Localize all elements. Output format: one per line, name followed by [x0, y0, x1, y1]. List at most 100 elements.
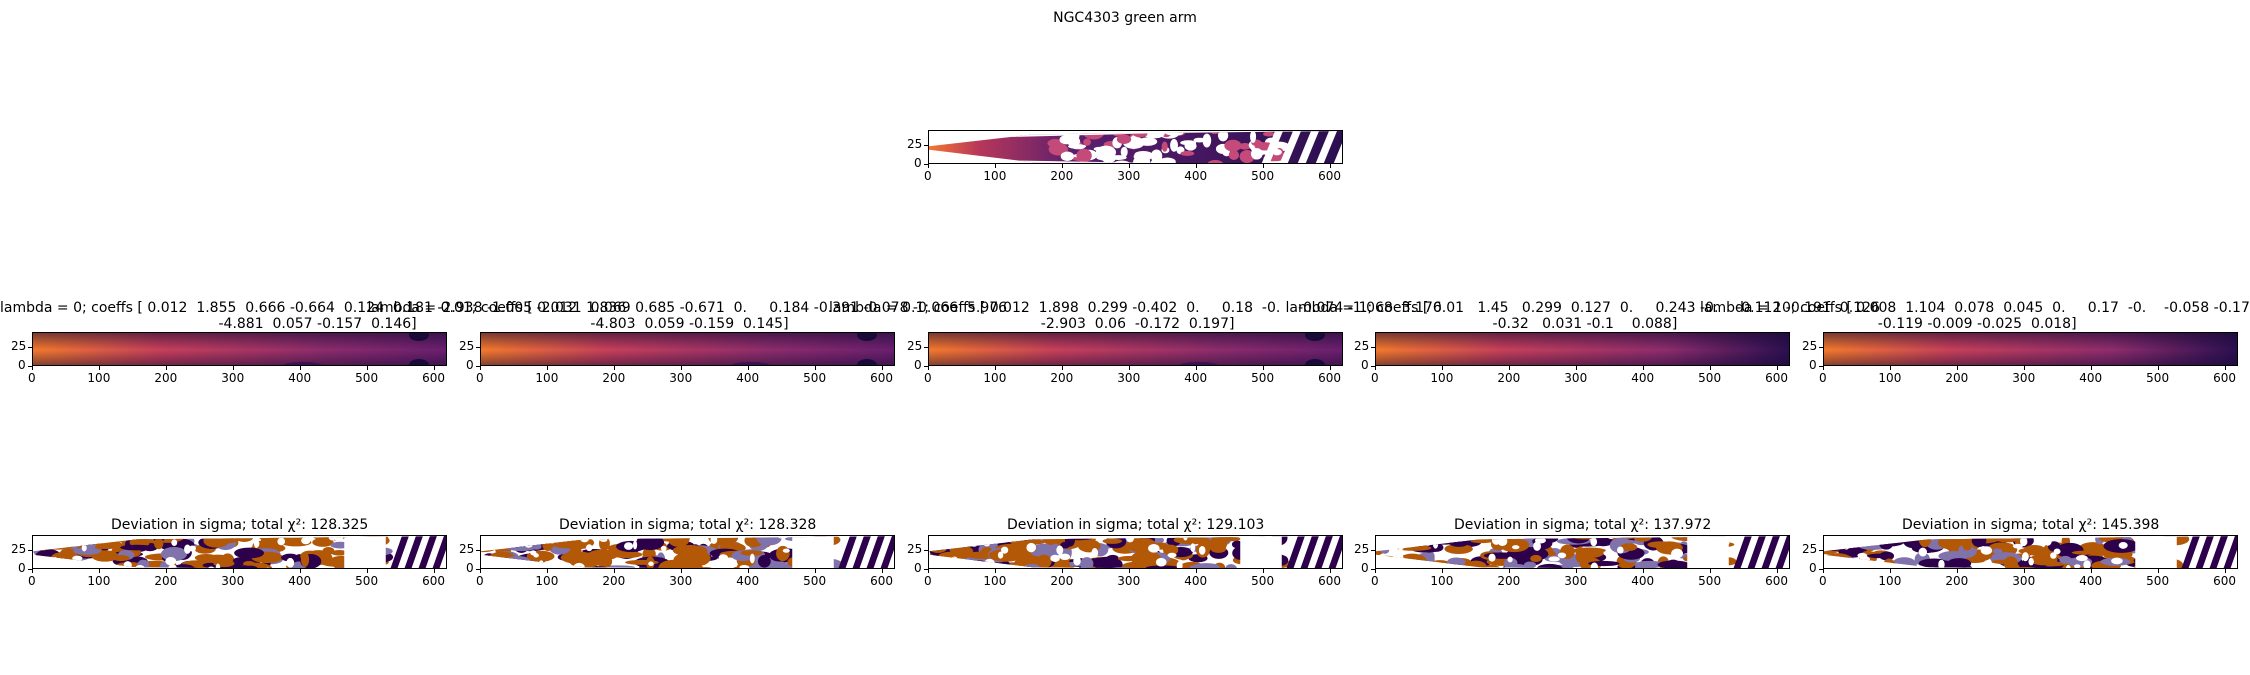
- x-tick-label: 600: [870, 371, 894, 385]
- deviation-blob: [2008, 563, 2020, 568]
- deviation-blob: [1657, 560, 1691, 568]
- deviation-blob: [1433, 536, 1450, 543]
- dev4-plot-area: [1375, 535, 1790, 569]
- y-tick-mark: [1371, 550, 1375, 552]
- x-tick-mark: [1061, 164, 1063, 168]
- x-tick-label: 200: [1945, 574, 1969, 588]
- data-blob: [1083, 138, 1091, 146]
- y-tick-label: 25: [1802, 542, 1818, 557]
- x-tick-mark: [480, 569, 481, 573]
- data-blob: [1083, 131, 1100, 134]
- deviation-blob: [1446, 557, 1466, 567]
- x-tick-mark: [1956, 569, 1958, 573]
- deviation-blob: [1465, 560, 1487, 568]
- figure-suptitle: NGC4303 green arm: [1053, 10, 1197, 26]
- deviation-blob: [1824, 564, 1836, 568]
- data-blob: [1262, 131, 1275, 137]
- x-tick-mark: [613, 569, 615, 573]
- x-tick-label: 100: [1878, 371, 1902, 385]
- data-blob: [1180, 151, 1195, 156]
- deviation-blob: [1080, 557, 1094, 568]
- deviation-blob: [39, 561, 67, 568]
- deviation-blob: [300, 551, 310, 567]
- data-blob: [1136, 151, 1146, 163]
- deviation-blob: [934, 542, 960, 549]
- deviation-blob: [1224, 564, 1238, 568]
- deviation-blob: [160, 547, 188, 562]
- deviation-blob: [34, 542, 51, 551]
- x-tick-mark: [433, 569, 435, 573]
- x-tick-mark: [1061, 366, 1063, 370]
- data-stripe: [1333, 131, 1342, 163]
- x-tick-label: 500: [2146, 574, 2170, 588]
- y-tick-mark: [476, 569, 480, 570]
- deviation-blob: [120, 544, 155, 551]
- deviation-blob: [1444, 543, 1473, 554]
- deviation-blob: [1841, 566, 1876, 568]
- x-tick-label: 600: [1765, 371, 1789, 385]
- x-tick-mark: [1823, 569, 1824, 573]
- deviation-blob: [929, 542, 948, 553]
- deviation-blob: [1376, 541, 1403, 550]
- x-tick-label: 0: [476, 574, 484, 588]
- dev3-plot-area: [928, 535, 1343, 569]
- y-tick-mark: [476, 550, 480, 552]
- deviation-blob: [667, 536, 690, 547]
- deviation-blob: [963, 536, 974, 541]
- deviation-blob: [1991, 559, 2015, 564]
- deviation-blob: [1376, 537, 1396, 544]
- y-tick-mark: [924, 569, 928, 570]
- model2-plot-area: [480, 332, 895, 366]
- x-tick-label: 500: [1251, 169, 1275, 183]
- deviation-blob: [1620, 543, 1638, 551]
- x-tick-label: 0: [1371, 371, 1379, 385]
- y-tick-label: 25: [1354, 542, 1370, 557]
- x-tick-label: 300: [669, 574, 693, 588]
- model1-image: [33, 333, 446, 365]
- y-tick-mark: [1371, 366, 1375, 367]
- x-tick-mark: [1195, 569, 1197, 573]
- deviation-blob: [1376, 564, 1390, 568]
- data-blob: [1076, 148, 1092, 163]
- x-tick-label: 0: [476, 371, 484, 385]
- x-tick-label: 500: [803, 574, 827, 588]
- y-tick-label: 0: [18, 561, 26, 575]
- deviation-blob: [1231, 540, 1243, 549]
- deviation-blob: [1575, 552, 1585, 563]
- y-tick-label: 0: [466, 561, 474, 575]
- x-tick-mark: [1508, 569, 1510, 573]
- x-tick-label: 500: [803, 371, 827, 385]
- deviation-blob: [988, 548, 1023, 562]
- x-tick-label: 500: [1698, 574, 1722, 588]
- deviation-blob: [153, 537, 164, 550]
- deviation-blob: [137, 559, 150, 568]
- x-tick-label: 400: [2079, 371, 2103, 385]
- data-image: [929, 131, 1342, 163]
- x-tick-mark: [747, 366, 749, 370]
- x-tick-mark: [994, 164, 996, 168]
- model4-title: lambda = 1; coeffs [ 0.01 1.45 0.299 0.1…: [1285, 300, 1880, 332]
- y-tick-mark: [28, 550, 32, 552]
- x-tick-label: 200: [154, 574, 178, 588]
- x-tick-label: 300: [2012, 371, 2036, 385]
- x-tick-label: 200: [154, 371, 178, 385]
- data-blob: [1096, 154, 1114, 161]
- x-tick-label: 600: [1318, 371, 1342, 385]
- x-tick-label: 300: [221, 371, 245, 385]
- deviation-blob: [503, 539, 540, 552]
- x-tick-mark: [2224, 569, 2226, 573]
- deviation-blob: [1523, 561, 1537, 568]
- dev1-image: [33, 536, 446, 568]
- x-tick-label: 500: [1251, 574, 1275, 588]
- x-tick-label: 600: [1765, 574, 1789, 588]
- x-tick-label: 600: [1318, 169, 1342, 183]
- deviation-blob: [1163, 544, 1179, 556]
- deviation-blob: [964, 564, 987, 568]
- deviation-blob: [486, 566, 500, 568]
- data-blob: [1120, 146, 1128, 158]
- deviation-blob: [506, 560, 526, 568]
- x-tick-mark: [2224, 366, 2226, 370]
- x-tick-label: 500: [2146, 371, 2170, 385]
- deviation-blob: [1536, 563, 1563, 568]
- x-tick-label: 600: [422, 371, 446, 385]
